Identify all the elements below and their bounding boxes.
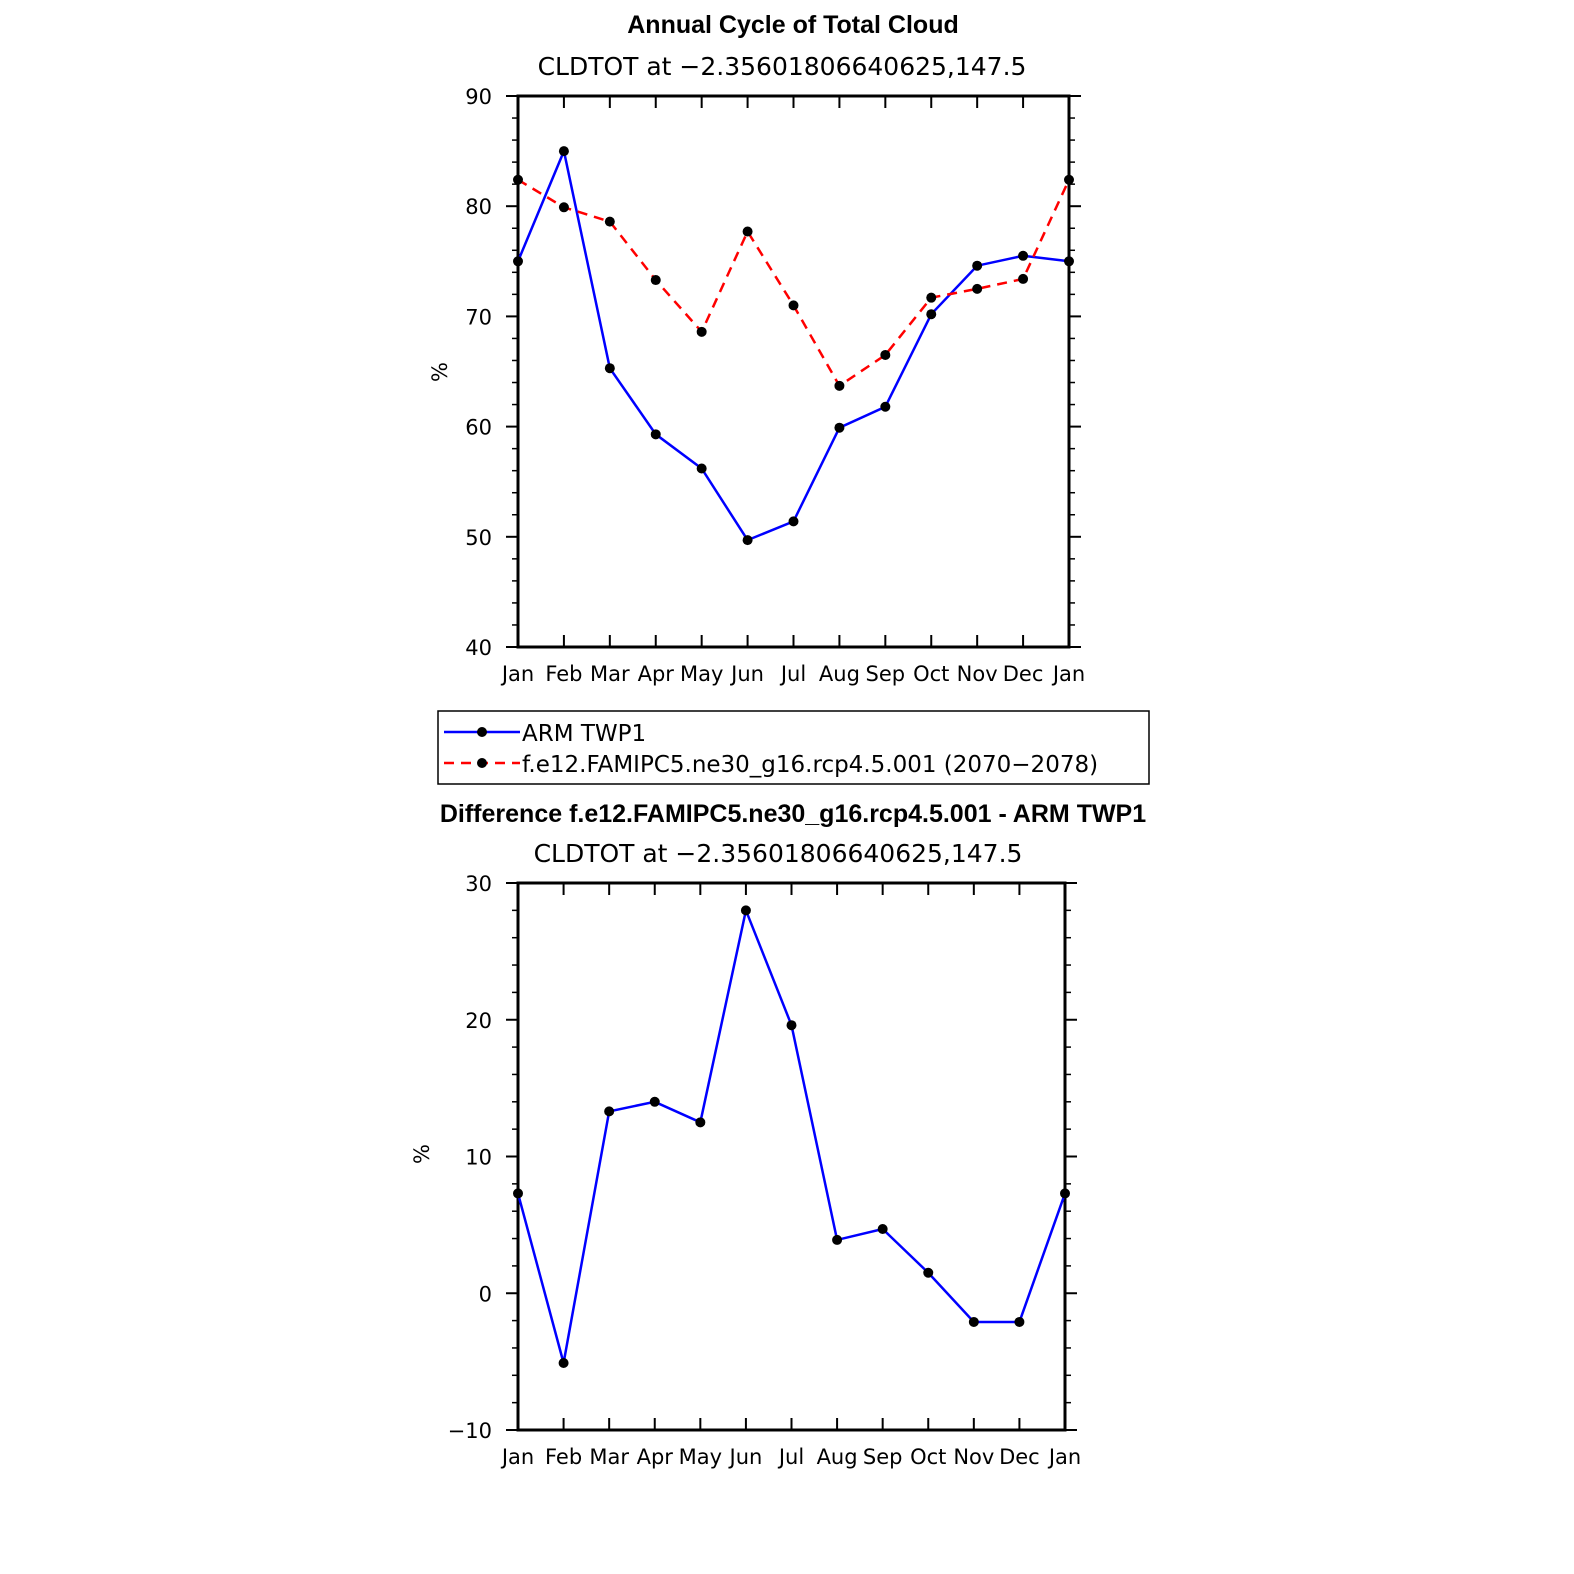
annual-cycle-y-tick-label: 90 — [465, 85, 492, 109]
annual-cycle-series-1-point — [696, 326, 707, 337]
difference-ticks: Jan Feb Mar Apr May Jun Jul Aug Sep Oct Nov Dec Jan−… — [448, 872, 1082, 1469]
annual-cycle-series-1-point — [880, 349, 891, 360]
legend-model-label: f.e12.FAMIPC5.ne30_g16.rcp4.5.001 (2070−… — [522, 752, 1098, 778]
annual-cycle-series-0-point — [834, 422, 845, 433]
difference-x-tick-label: Aug — [817, 1445, 858, 1469]
difference-series-0-point — [649, 1096, 660, 1107]
difference-x-tick-label: Jan — [500, 1445, 534, 1469]
difference-series-0-point — [558, 1357, 569, 1368]
difference-x-tick-label: May — [679, 1445, 722, 1469]
annual-cycle-series-0-point — [926, 309, 937, 320]
difference-series-0-point — [786, 1020, 797, 1031]
difference-series-0-point — [1060, 1188, 1070, 1199]
annual-cycle-subtitle: CLDTOT at −2.35601806640625,147.5 — [538, 52, 1027, 81]
difference-series-0-point — [604, 1106, 615, 1117]
difference-x-tick-label: Nov — [953, 1445, 994, 1469]
annual-cycle-panel: Annual Cycle of Total Cloud CLDTOT at −2… — [428, 11, 1085, 686]
difference-x-tick-label: Jan — [1047, 1445, 1081, 1469]
annual-cycle-y-tick-label: 40 — [465, 636, 492, 660]
annual-cycle-y-tick-label: 80 — [465, 195, 492, 219]
difference-series-0-point — [877, 1223, 888, 1234]
annual-cycle-series-0-point — [650, 429, 661, 440]
legend-box — [437, 710, 1150, 785]
difference-y-tick-label: −10 — [448, 1419, 492, 1443]
difference-x-tick-label: Feb — [545, 1445, 582, 1469]
annual-cycle-y-tick-label: 70 — [465, 305, 492, 329]
annual-cycle-series-1-point — [788, 300, 799, 311]
legend-model-marker — [477, 758, 487, 768]
difference-y-axis-label: % — [410, 1144, 434, 1164]
difference-subtitle: CLDTOT at −2.35601806640625,147.5 — [534, 839, 1023, 868]
difference-series-0-point — [1014, 1316, 1025, 1327]
annual-cycle-series-1-point — [926, 292, 937, 303]
annual-cycle-series-1-point — [834, 380, 845, 391]
annual-cycle-series-0-point — [880, 401, 891, 412]
difference-series-0-point — [968, 1316, 979, 1327]
annual-cycle-series-0-point — [972, 260, 983, 271]
annual-cycle-series-1-point — [513, 174, 523, 185]
difference-x-tick-label: Oct — [910, 1445, 946, 1469]
annual-cycle-series-1-point — [650, 275, 661, 286]
difference-series-0-point — [832, 1234, 843, 1245]
difference-x-tick-label: Jun — [728, 1445, 763, 1469]
annual-cycle-series-1-point — [742, 226, 753, 237]
annual-cycle-series-1-point — [1064, 174, 1074, 185]
annual-cycle-series-1-point — [558, 202, 569, 213]
annual-cycle-x-tick-label: Feb — [545, 662, 582, 686]
annual-cycle-x-tick-label: May — [680, 662, 723, 686]
annual-cycle-series-1-point — [972, 283, 983, 294]
annual-cycle-series-line-0 — [516, 146, 1070, 542]
annual-cycle-series-0-point — [696, 463, 707, 474]
annual-cycle-series-1-point — [604, 216, 615, 227]
annual-cycle-series-0-point — [558, 146, 569, 157]
annual-cycle-ticks: Jan Feb Mar Apr May Jun Jul Aug Sep Oct Nov Dec Jan 4… — [465, 85, 1085, 686]
legend: ARM TWP1 f.e12.FAMIPC5.ne30_g16.rcp4.5.0… — [437, 710, 1150, 785]
annual-cycle-x-tick-label: Oct — [913, 662, 949, 686]
difference-series-0-point — [740, 905, 751, 916]
annual-cycle-series-0-point — [742, 535, 753, 546]
difference-x-tick-label: Apr — [637, 1445, 674, 1469]
annual-cycle-x-tick-label: Jul — [779, 662, 806, 686]
annual-cycle-x-tick-label: Mar — [590, 662, 630, 686]
difference-panel: Difference f.e12.FAMIPC5.ne30_g16.rcp4.5… — [410, 800, 1146, 1469]
annual-cycle-x-tick-label: Jun — [729, 662, 764, 686]
difference-y-tick-label: 20 — [465, 1009, 492, 1033]
annual-cycle-x-tick-label: Jan — [1051, 662, 1085, 686]
annual-cycle-x-tick-label: Dec — [1003, 662, 1044, 686]
annual-cycle-x-tick-label: Aug — [819, 662, 860, 686]
annual-cycle-title: Annual Cycle of Total Cloud — [627, 11, 958, 39]
difference-x-tick-label: Mar — [589, 1445, 629, 1469]
legend-arm-marker — [477, 727, 487, 737]
annual-cycle-series-0-point — [1018, 250, 1029, 261]
annual-cycle-y-axis-label: % — [428, 362, 452, 382]
difference-series-0-point — [923, 1267, 934, 1278]
difference-y-tick-label: 0 — [479, 1282, 492, 1306]
annual-cycle-x-tick-label: Nov — [957, 662, 998, 686]
difference-y-tick-label: 30 — [465, 872, 492, 896]
annual-cycle-series-0-point — [513, 256, 523, 267]
difference-y-tick-label: 10 — [465, 1146, 492, 1170]
difference-x-tick-label: Dec — [999, 1445, 1040, 1469]
annual-cycle-series-1-point — [1018, 273, 1029, 284]
annual-cycle-series-line-1 — [517, 178, 1071, 388]
annual-cycle-plot-frame — [516, 94, 1071, 649]
annual-cycle-x-tick-label: Jan — [500, 662, 534, 686]
annual-cycle-series — [513, 146, 1074, 546]
difference-series-0-point — [513, 1188, 523, 1199]
annual-cycle-series-0-point — [1064, 256, 1074, 267]
difference-series-0-point — [695, 1117, 706, 1128]
annual-cycle-x-tick-label: Sep — [866, 662, 906, 686]
difference-x-tick-label: Jul — [777, 1445, 804, 1469]
annual-cycle-y-tick-label: 60 — [465, 416, 492, 440]
difference-series — [513, 905, 1070, 1368]
annual-cycle-series-0-point — [788, 516, 799, 527]
legend-arm-label: ARM TWP1 — [522, 721, 646, 747]
difference-series-line-0 — [516, 906, 1067, 1364]
difference-title: Difference f.e12.FAMIPC5.ne30_g16.rcp4.5… — [440, 800, 1146, 828]
difference-x-tick-label: Sep — [863, 1445, 903, 1469]
annual-cycle-series-0-point — [604, 363, 615, 374]
annual-cycle-x-tick-label: Apr — [638, 662, 675, 686]
annual-cycle-y-tick-label: 50 — [465, 526, 492, 550]
